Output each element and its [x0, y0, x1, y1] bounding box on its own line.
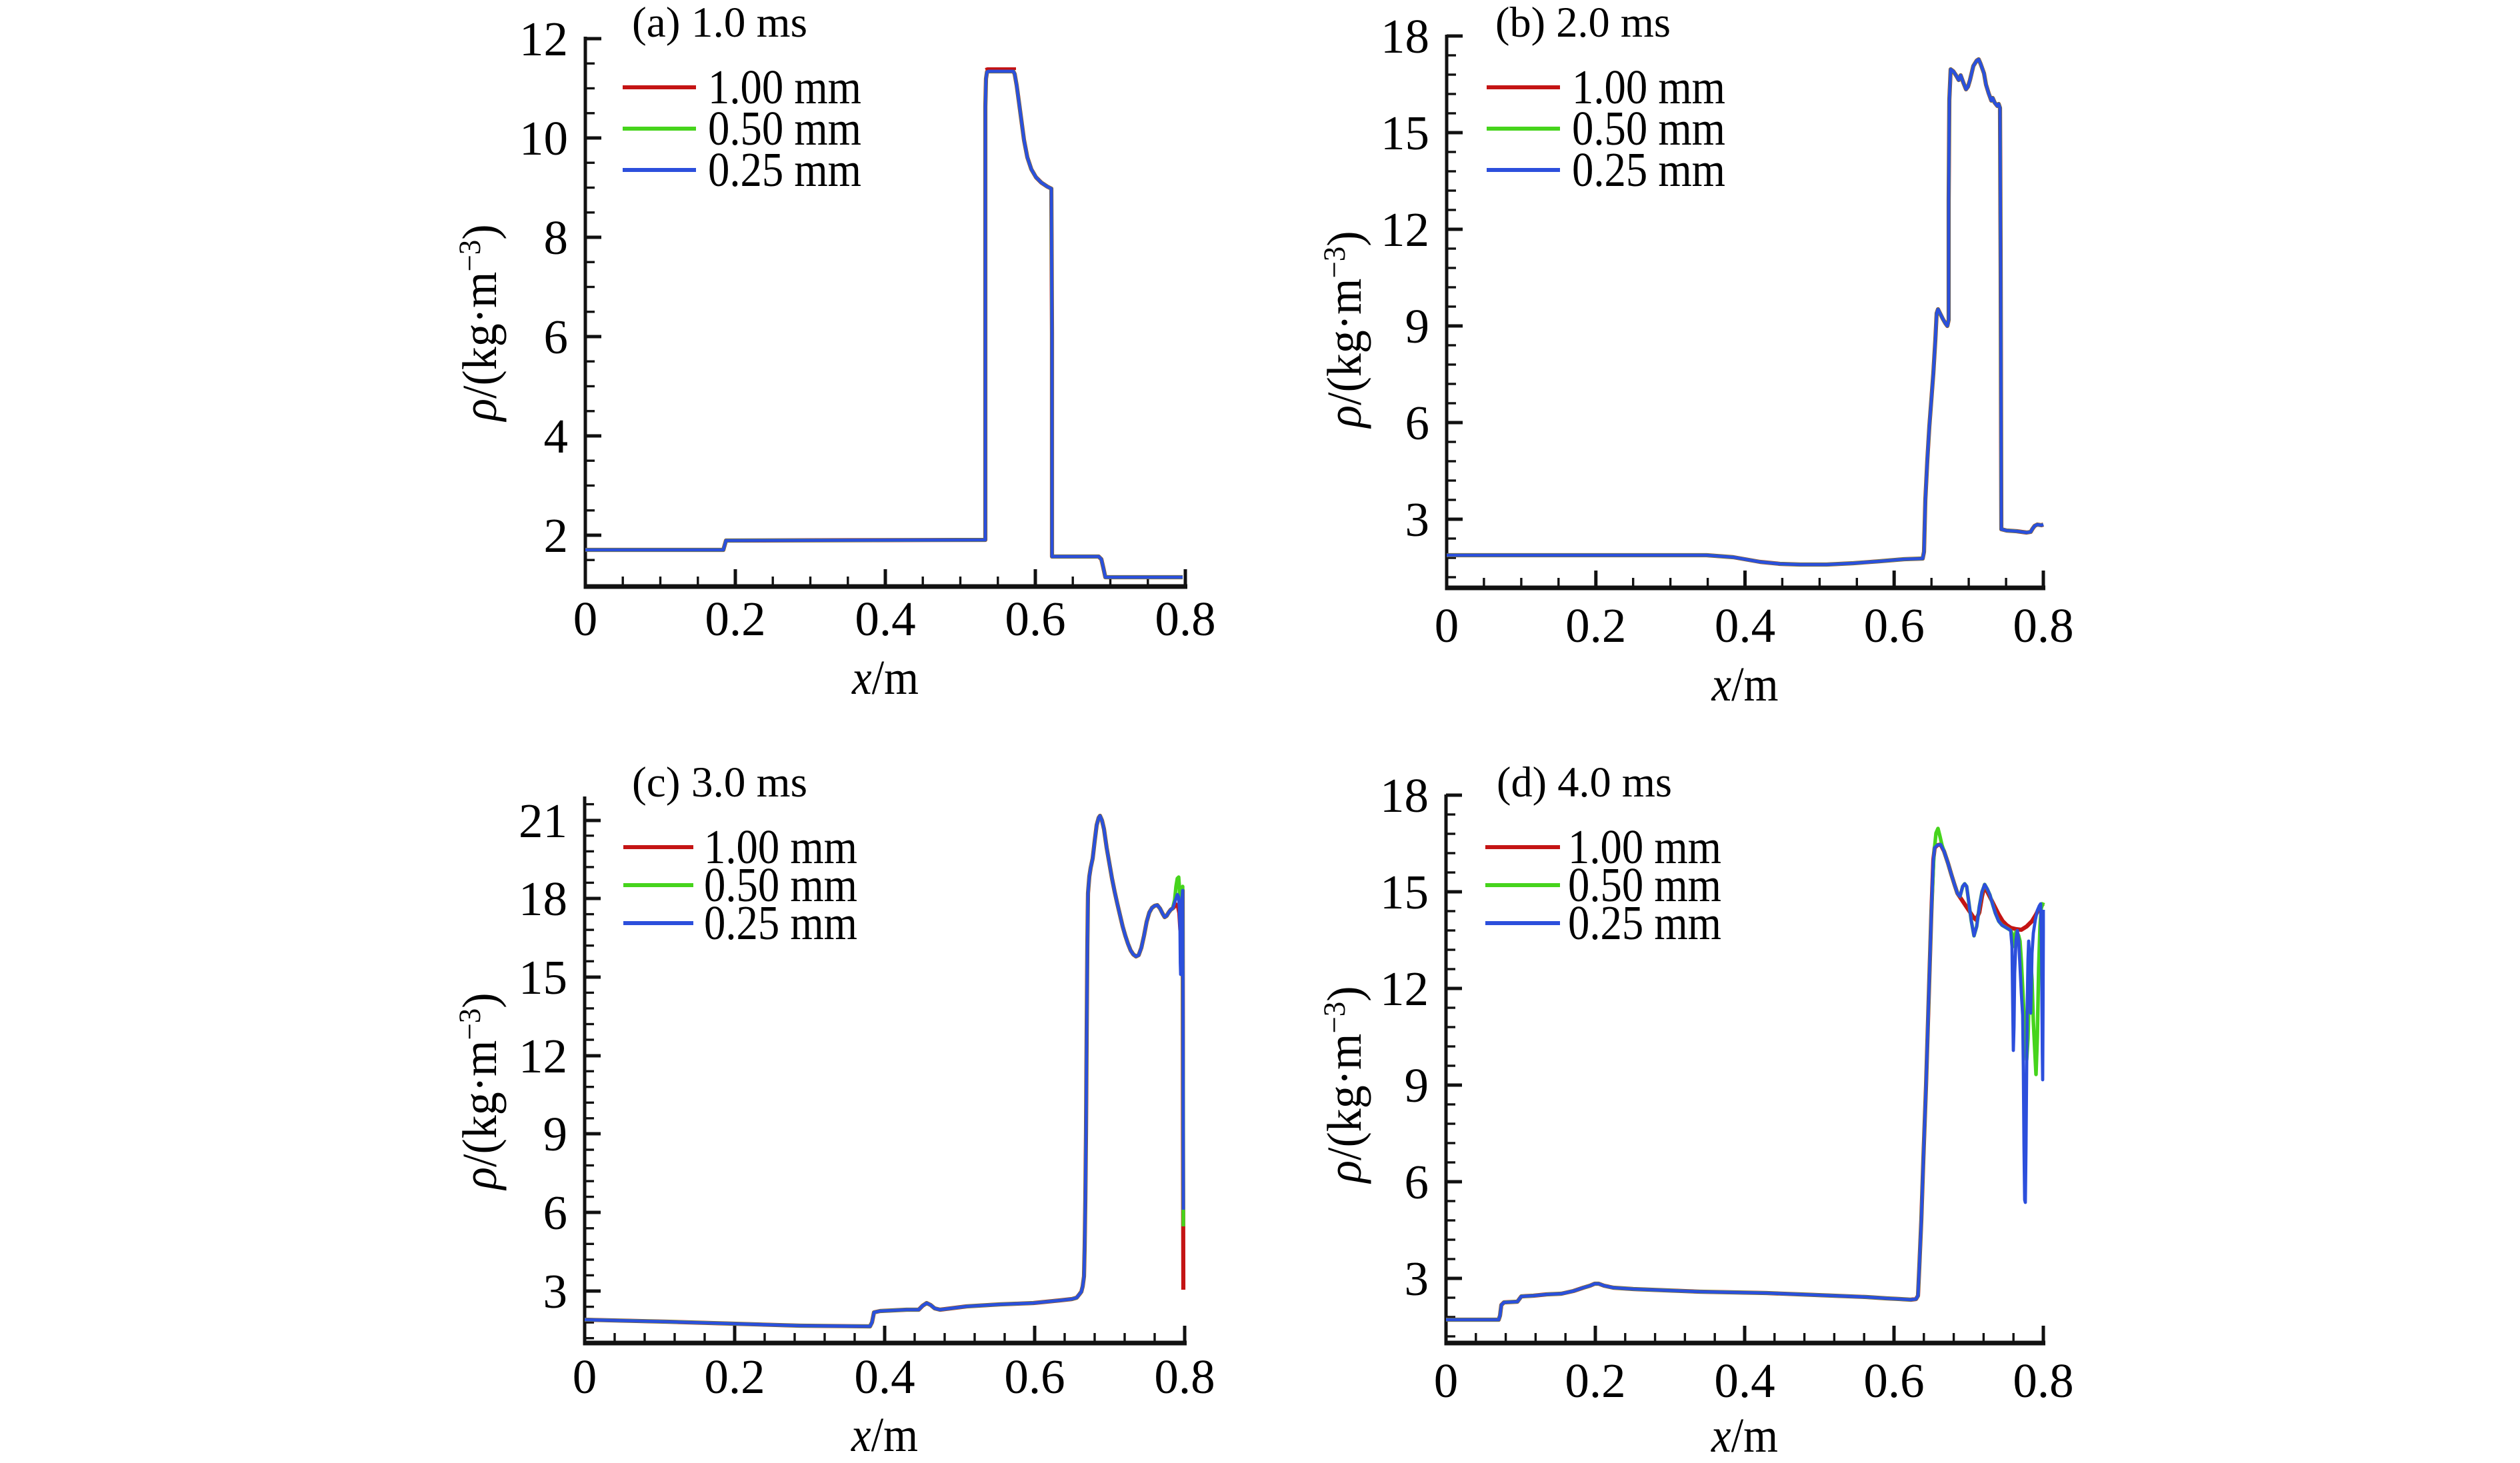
- svg-text:1.00 mm: 1.00 mm: [1568, 820, 1721, 874]
- svg-text:x/m: x/m: [1711, 1408, 1778, 1462]
- svg-text:0.25 mm: 0.25 mm: [704, 896, 857, 950]
- svg-text:(b) 2.0 ms: (b) 2.0 ms: [1495, 0, 1671, 47]
- svg-text:12: 12: [1381, 203, 1429, 257]
- svg-text:0.2: 0.2: [1565, 1354, 1625, 1408]
- svg-text:0.25 mm: 0.25 mm: [708, 143, 861, 197]
- svg-text:x/m: x/m: [851, 1408, 918, 1462]
- svg-text:6: 6: [544, 310, 569, 364]
- svg-text:6: 6: [1405, 396, 1430, 450]
- svg-text:3: 3: [543, 1264, 568, 1318]
- svg-text:10: 10: [519, 111, 568, 165]
- svg-text:3: 3: [1405, 1252, 1429, 1306]
- svg-text:18: 18: [1380, 768, 1429, 822]
- svg-text:(c) 3.0 ms: (c) 3.0 ms: [632, 758, 807, 806]
- svg-text:0.50 mm: 0.50 mm: [1568, 858, 1721, 912]
- svg-text:0: 0: [573, 592, 598, 646]
- svg-text:0.4: 0.4: [1715, 599, 1775, 653]
- svg-text:x/m: x/m: [851, 651, 919, 705]
- svg-text:9: 9: [543, 1107, 568, 1161]
- svg-text:15: 15: [519, 950, 567, 1004]
- svg-text:(d) 4.0 ms: (d) 4.0 ms: [1497, 758, 1672, 806]
- svg-text:12: 12: [1380, 962, 1429, 1016]
- svg-text:(a) 1.0 ms: (a) 1.0 ms: [632, 0, 807, 47]
- svg-text:18: 18: [519, 872, 567, 926]
- svg-text:0: 0: [1434, 1354, 1459, 1408]
- svg-text:0.25 mm: 0.25 mm: [1572, 143, 1725, 197]
- svg-text:9: 9: [1405, 299, 1430, 353]
- svg-text:0.50 mm: 0.50 mm: [708, 101, 861, 155]
- svg-text:6: 6: [1405, 1155, 1429, 1209]
- svg-text:0.4: 0.4: [1714, 1354, 1775, 1408]
- svg-text:0.8: 0.8: [1155, 592, 1215, 646]
- svg-text:0.4: 0.4: [854, 1350, 915, 1404]
- svg-text:0.2: 0.2: [1565, 599, 1626, 653]
- svg-text:x/m: x/m: [1711, 657, 1779, 711]
- svg-text:0: 0: [1435, 599, 1459, 653]
- svg-text:21: 21: [519, 794, 567, 848]
- svg-text:0.25 mm: 0.25 mm: [1568, 896, 1721, 950]
- svg-text:12: 12: [519, 1029, 567, 1083]
- svg-text:2: 2: [544, 509, 569, 563]
- svg-text:0.6: 0.6: [1004, 1350, 1065, 1404]
- svg-text:0.8: 0.8: [2013, 1354, 2073, 1408]
- svg-text:0.50 mm: 0.50 mm: [704, 858, 857, 912]
- svg-text:1.00 mm: 1.00 mm: [1572, 60, 1725, 114]
- svg-text:0: 0: [573, 1350, 597, 1404]
- svg-text:6: 6: [543, 1186, 568, 1240]
- svg-text:0.2: 0.2: [705, 592, 765, 646]
- svg-text:0.6: 0.6: [1864, 599, 1925, 653]
- svg-text:0.4: 0.4: [855, 592, 915, 646]
- svg-text:9: 9: [1405, 1058, 1429, 1112]
- svg-text:15: 15: [1381, 106, 1429, 160]
- svg-text:8: 8: [544, 211, 569, 265]
- svg-text:4: 4: [544, 409, 569, 463]
- svg-text:0.8: 0.8: [1154, 1350, 1215, 1404]
- svg-text:0.6: 0.6: [1863, 1354, 1924, 1408]
- svg-text:1.00 mm: 1.00 mm: [708, 60, 861, 114]
- svg-text:18: 18: [1381, 9, 1429, 63]
- svg-text:15: 15: [1380, 865, 1429, 919]
- svg-text:0.6: 0.6: [1005, 592, 1065, 646]
- svg-text:0.2: 0.2: [704, 1350, 765, 1404]
- svg-text:1.00 mm: 1.00 mm: [704, 820, 857, 874]
- svg-text:0.50 mm: 0.50 mm: [1572, 101, 1725, 155]
- svg-text:12: 12: [519, 12, 568, 66]
- svg-text:3: 3: [1405, 493, 1430, 547]
- svg-text:0.8: 0.8: [2013, 599, 2073, 653]
